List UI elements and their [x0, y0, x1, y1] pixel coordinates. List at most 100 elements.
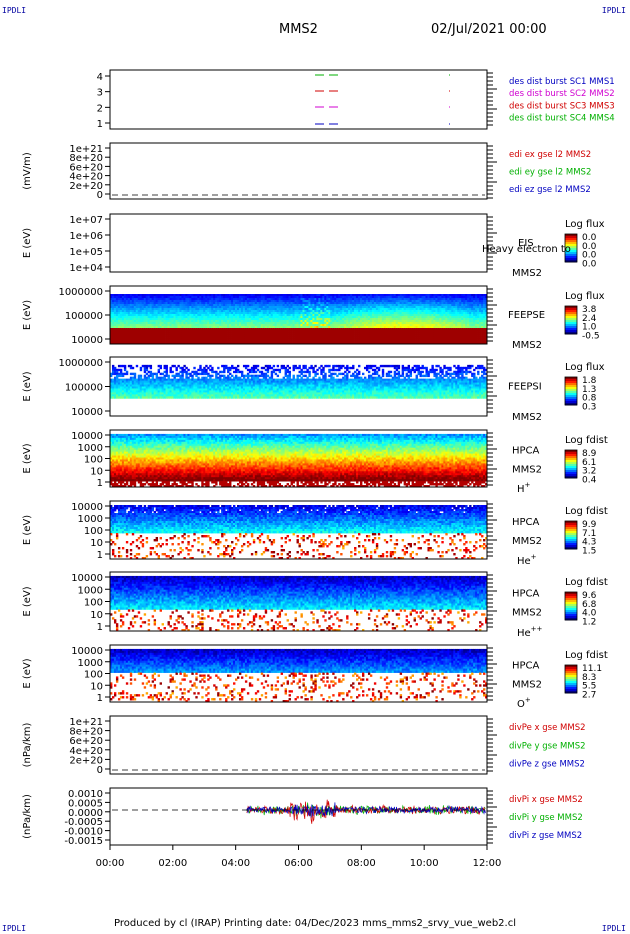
colorbar-title-eis: Log flux	[565, 219, 605, 230]
y-tick-label: 0.0000	[68, 808, 103, 819]
corner-mark-top-right: IPDLI	[602, 6, 626, 15]
x-tick-label: 04:00	[221, 858, 250, 869]
panel-frame-divpe	[109, 715, 488, 775]
legend-entry: des dist burst SC1 MMS1	[509, 77, 615, 87]
right-ticks-divpi	[487, 790, 497, 844]
y-tick-label: -0.0010	[64, 827, 103, 838]
burst-markers	[315, 74, 450, 125]
instrument-label: EIS	[518, 238, 534, 249]
y-tick-label: 1e+04	[69, 263, 103, 274]
y-tick-label: 1000000	[58, 287, 103, 298]
colorbar-tick-label: 8.3	[582, 673, 596, 683]
spacecraft-label: MMS2	[512, 608, 542, 619]
colorbar-hpca_o	[564, 664, 578, 694]
colorbar-tick-label: 6.1	[582, 458, 596, 468]
colorbar-eis	[564, 233, 578, 263]
colorbar-tick-label: 4.0	[582, 609, 597, 619]
colorbar-tick-label: 6.8	[582, 600, 597, 610]
right-ticks-burst	[487, 72, 497, 126]
x-tick-label: 00:00	[96, 858, 125, 869]
panel-frame-edi	[109, 142, 488, 200]
y-tick-label: 10000	[71, 502, 103, 513]
y-tick-label: 10000	[71, 646, 103, 657]
right-ticks-hpca_hepp	[487, 574, 497, 628]
y-tick-label: 10	[90, 538, 103, 549]
y-tick-label: 1000	[78, 658, 103, 669]
y-tick-label: 8e+20	[69, 727, 103, 738]
colorbar-feepsi	[564, 376, 578, 406]
y-tick-label: 1000	[78, 585, 103, 596]
instrument-label: HPCA	[512, 517, 540, 528]
y-tick-label: 1000	[78, 514, 103, 525]
colorbar-title-hpca_hepp: Log fdist	[565, 577, 608, 588]
y-tick-label: 10	[90, 610, 103, 621]
y-tick-label: 10000	[71, 407, 103, 418]
colorbar-tick-label: 0.0	[582, 242, 597, 252]
x-tick-label: 02:00	[158, 858, 187, 869]
right-ticks-eis	[487, 216, 497, 270]
y-tick-label: 100	[84, 598, 103, 609]
legend-entry: divPe z gse MMS2	[509, 760, 585, 770]
y-tick-label: 6e+20	[69, 162, 103, 173]
x-tick-label: 08:00	[347, 858, 376, 869]
y-tick-label: 100	[84, 526, 103, 537]
right-ticks-edi	[487, 145, 497, 199]
y-tick-label: 0	[97, 765, 103, 776]
colorbar-tick-label: 0.3	[582, 402, 596, 412]
spacecraft-label: MMS2	[512, 536, 542, 547]
y-tick-label: 1000000	[58, 358, 103, 369]
y-tick-label: 1e+05	[69, 247, 103, 258]
y-axis-label: E (eV)	[22, 586, 33, 616]
colorbar-tick-label: 7.1	[582, 529, 596, 539]
colorbar-hpca_hepp	[564, 591, 578, 621]
colorbar-title-hpca_h: Log fdist	[565, 435, 608, 446]
colorbar-tick-label: 0.0	[582, 233, 597, 243]
right-ticks-feepse	[487, 288, 497, 342]
instrument-label: HPCA	[512, 589, 540, 600]
overlay-label: Heavy electron to	[482, 244, 571, 255]
legend-entry: des dist burst SC2 MMS2	[509, 89, 615, 99]
species-charge-label: +	[525, 696, 531, 704]
y-tick-label: 1e+07	[69, 215, 103, 226]
instrument-label: HPCA	[512, 446, 540, 457]
heatmap-hpca_o	[110, 648, 488, 703]
panel-frame-burst	[109, 69, 488, 130]
colorbar-tick-label: 0.0	[582, 251, 597, 261]
corner-mark-top-left: IPDLI	[2, 6, 26, 15]
corner-mark-bottom-left: IPDLI	[2, 924, 26, 933]
colorbar-tick-label: 4.3	[582, 538, 596, 548]
y-axis-label: (nPa/km)	[22, 723, 33, 768]
y-tick-label: 10000	[71, 573, 103, 584]
divpi-series	[246, 799, 486, 824]
legend-entry: divPi y gse MMS2	[509, 813, 583, 823]
panel-frame-eis	[109, 213, 488, 273]
colorbar-title-hpca_o: Log fdist	[565, 650, 608, 661]
right-ticks-divpe	[487, 718, 497, 772]
x-tick-label: 12:00	[473, 858, 502, 869]
y-tick-label: 100	[84, 455, 103, 466]
y-axis-label: E (eV)	[22, 300, 33, 330]
y-tick-label: 1e+06	[69, 231, 103, 242]
colorbar-tick-label: 3.8	[582, 305, 597, 315]
species-charge-label: +	[531, 553, 537, 561]
spacecraft-label: MMS2	[512, 465, 542, 476]
colorbar-title-hpca_he: Log fdist	[565, 506, 608, 517]
y-tick-label: 2e+20	[69, 755, 103, 766]
legend-entry: divPe y gse MMS2	[509, 741, 586, 751]
colorbar-tick-label: 5.5	[582, 682, 596, 692]
colorbar-tick-label: 1.8	[582, 376, 597, 386]
y-tick-label: 100000	[65, 383, 103, 394]
species-label: O+	[517, 696, 531, 710]
colorbar-tick-label: 2.4	[582, 314, 597, 324]
colorbar-tick-label: 1.5	[582, 546, 596, 556]
species-label: H+	[517, 481, 531, 495]
y-tick-label: 100	[84, 670, 103, 681]
y-axis-label: (mV/m)	[22, 152, 33, 190]
colorbar-title-feepsi: Log flux	[565, 362, 605, 373]
right-ticks-hpca_h	[487, 432, 497, 486]
y-tick-label: -0.0015	[64, 836, 103, 847]
y-axis-label: E (eV)	[22, 371, 33, 401]
spacecraft-label: MMS2	[512, 268, 542, 279]
y-tick-label: 0.0010	[68, 789, 103, 800]
colorbar-tick-label: -0.5	[582, 331, 600, 341]
